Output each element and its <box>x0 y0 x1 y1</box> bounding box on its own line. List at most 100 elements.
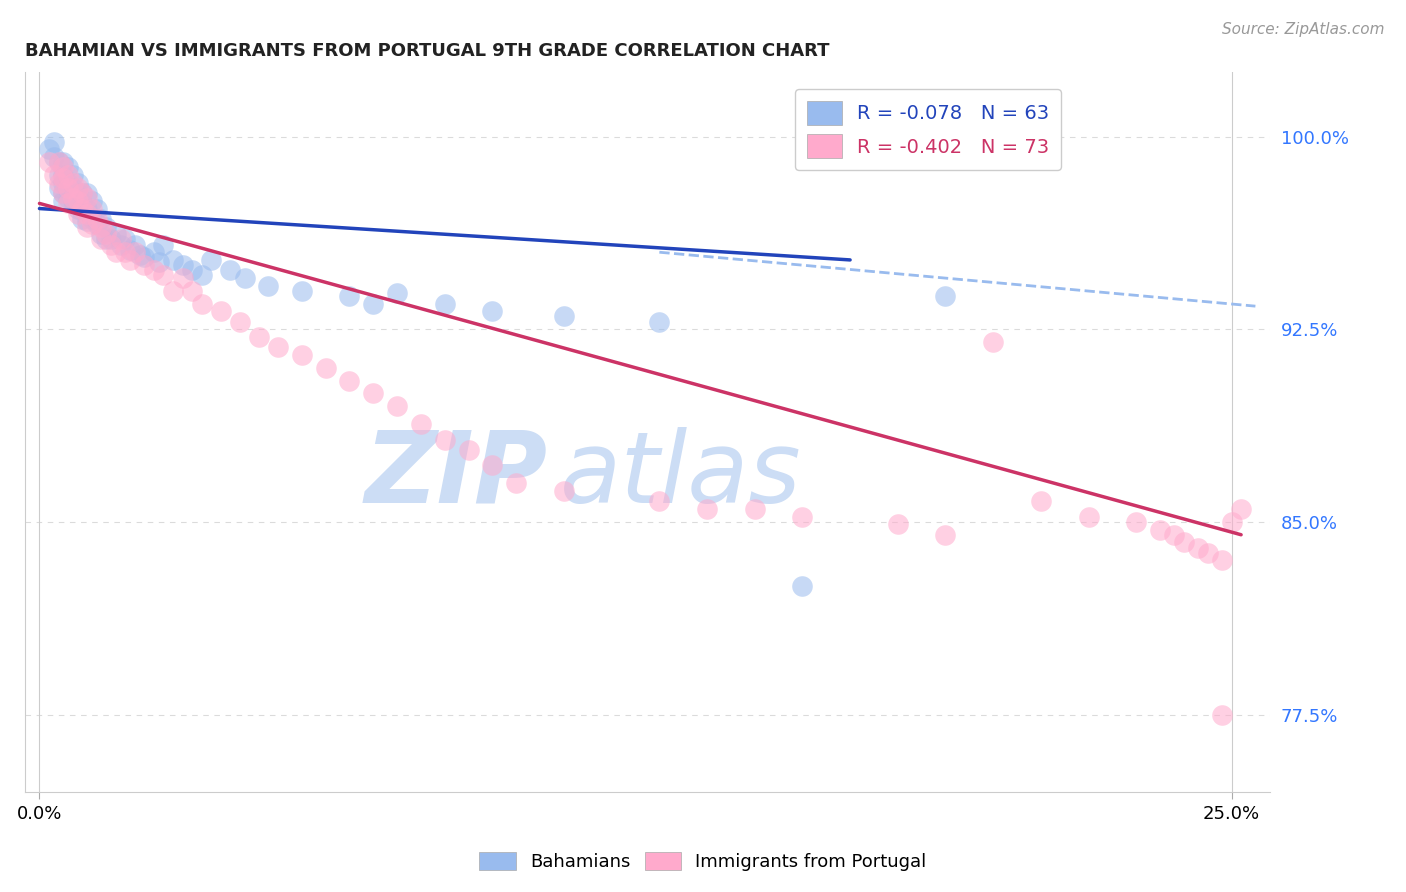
Point <box>48 155 70 169</box>
Point <box>38 155 60 169</box>
Point <box>56 196 79 211</box>
Point <box>66 176 89 190</box>
Point <box>1163 527 1185 541</box>
Point <box>433 433 456 447</box>
Point <box>48 176 70 190</box>
Point <box>1230 502 1253 516</box>
Text: Source: ZipAtlas.com: Source: ZipAtlas.com <box>1222 22 1385 37</box>
Point <box>80 211 103 226</box>
Text: ZIP: ZIP <box>366 426 548 524</box>
Point <box>80 202 103 216</box>
Point <box>142 245 165 260</box>
Point <box>120 252 142 267</box>
Point <box>1149 523 1171 537</box>
Point <box>934 527 956 541</box>
Point <box>162 252 184 267</box>
Point <box>38 143 60 157</box>
Point <box>981 335 1004 350</box>
Point <box>72 202 94 216</box>
Point <box>152 237 174 252</box>
Point <box>56 176 79 190</box>
Point <box>152 268 174 283</box>
Point <box>247 330 270 344</box>
Point <box>1197 546 1219 560</box>
Point <box>90 227 112 242</box>
Point <box>172 258 194 272</box>
Point <box>142 263 165 277</box>
Point <box>433 296 456 310</box>
Point <box>52 186 75 201</box>
Point <box>104 245 127 260</box>
Point <box>648 494 671 508</box>
Point <box>66 202 89 216</box>
Point <box>1211 707 1233 722</box>
Point <box>339 289 361 303</box>
Point <box>934 289 956 303</box>
Point <box>52 155 75 169</box>
Point <box>887 517 910 532</box>
Point <box>52 161 75 175</box>
Point <box>553 310 575 324</box>
Point <box>110 232 132 246</box>
Point <box>76 186 98 201</box>
Point <box>90 232 112 246</box>
Point <box>80 194 103 208</box>
Point <box>96 227 118 242</box>
Point <box>56 191 79 205</box>
Point <box>76 214 98 228</box>
Point <box>257 278 280 293</box>
Point <box>134 251 156 265</box>
Point <box>267 340 290 354</box>
Point <box>148 255 170 269</box>
Point <box>648 314 671 328</box>
Legend: Bahamians, Immigrants from Portugal: Bahamians, Immigrants from Portugal <box>472 845 934 879</box>
Point <box>190 296 212 310</box>
Point <box>96 232 118 246</box>
Point <box>62 176 84 190</box>
Point <box>361 386 384 401</box>
Point <box>100 232 122 246</box>
Point <box>792 579 814 593</box>
Point <box>1125 515 1147 529</box>
Point <box>696 502 718 516</box>
Point <box>52 186 75 201</box>
Point <box>134 258 156 272</box>
Point <box>339 374 361 388</box>
Point <box>52 168 75 182</box>
Point <box>1029 494 1052 508</box>
Point <box>1173 535 1195 549</box>
Point <box>76 207 98 221</box>
Point <box>481 304 503 318</box>
Point <box>181 263 204 277</box>
Text: atlas: atlas <box>561 426 801 524</box>
Point <box>62 191 84 205</box>
Point <box>172 271 194 285</box>
Point <box>100 237 122 252</box>
Point <box>62 181 84 195</box>
Point <box>110 237 132 252</box>
Point <box>229 314 252 328</box>
Point <box>124 237 146 252</box>
Point <box>181 284 204 298</box>
Point <box>505 476 527 491</box>
Point <box>48 168 70 182</box>
Point <box>86 202 108 216</box>
Point <box>76 191 98 205</box>
Text: BAHAMIAN VS IMMIGRANTS FROM PORTUGAL 9TH GRADE CORRELATION CHART: BAHAMIAN VS IMMIGRANTS FROM PORTUGAL 9TH… <box>25 42 830 60</box>
Point <box>76 202 98 216</box>
Point <box>72 186 94 201</box>
Point <box>96 219 118 234</box>
Point <box>56 181 79 195</box>
Point <box>120 243 142 257</box>
Point <box>76 219 98 234</box>
Point <box>66 207 89 221</box>
Point <box>1077 509 1099 524</box>
Point <box>42 135 65 149</box>
Point <box>1211 553 1233 567</box>
Point <box>86 217 108 231</box>
Point <box>114 232 136 246</box>
Point <box>56 168 79 182</box>
Point <box>457 442 479 457</box>
Point <box>104 227 127 242</box>
Point <box>124 245 146 260</box>
